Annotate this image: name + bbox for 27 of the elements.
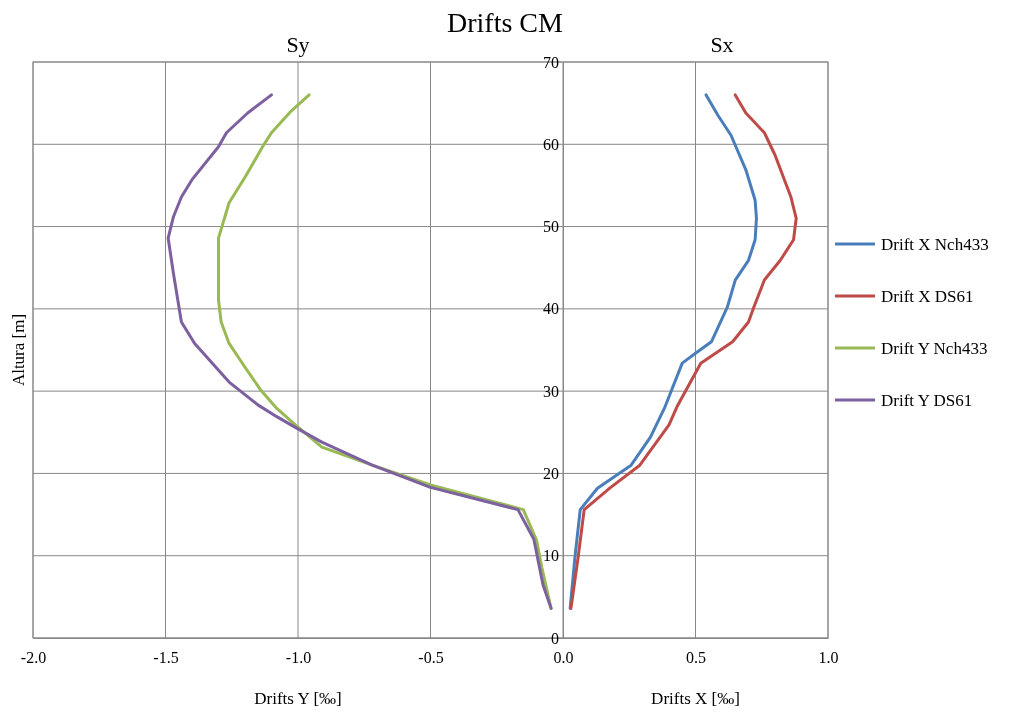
y-tick-label: 0 [551,629,559,647]
text: Sx [710,32,734,57]
legend-label: Drift X Nch433 [881,235,989,254]
text: Sy [286,32,310,57]
y-tick-label: 50 [543,218,559,236]
x-tick-label: 0.5 [686,649,706,667]
legend-label: Drift Y DS61 [881,391,973,410]
y-axis-title: Altura [m] [9,313,28,387]
x-tick-label: 1.0 [818,649,839,667]
y-tick-label: 60 [543,135,559,153]
text: Drifts X [‰] [651,689,740,708]
legend-label: Drift Y Nch433 [881,339,988,358]
x-tick-label: -1.5 [153,649,179,667]
y-tick-label: 20 [543,465,559,483]
line-series [568,93,758,610]
x-tick-label: -1.0 [285,649,312,667]
y-tick-label: 10 [543,547,559,565]
x-tick-label: -2.0 [20,649,47,667]
y-tick-label: 40 [543,300,559,318]
y-tick-label: 30 [543,382,559,400]
line-series [569,93,798,610]
x-tick-label: 0.0 [553,649,574,667]
legend-label: Drift X DS61 [881,287,974,306]
x-tick-label: -0.5 [418,649,444,667]
y-tick-label: 70 [543,53,559,71]
chart-title: Drifts CM [447,7,564,38]
x-axis-title: Drifts Y [‰] [254,689,342,708]
